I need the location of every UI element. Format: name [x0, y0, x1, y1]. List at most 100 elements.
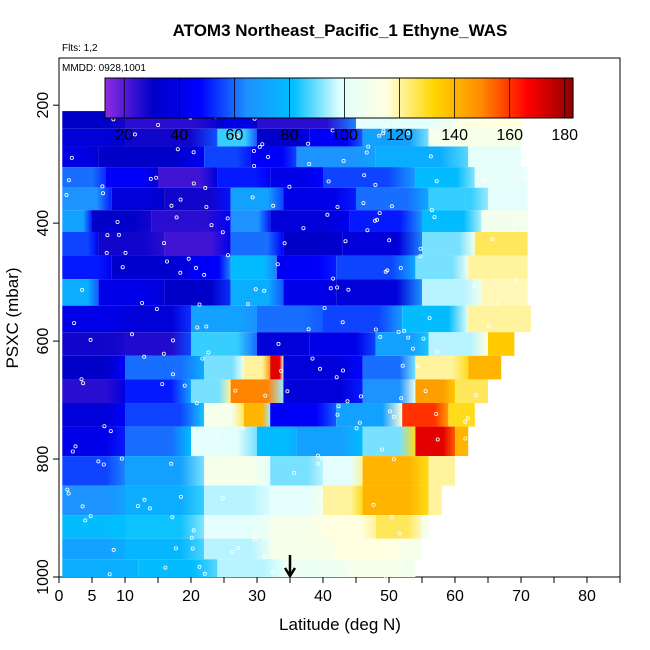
colorbar-swatch: [491, 78, 495, 118]
heatmap-cell: [270, 538, 337, 560]
colorbar-swatch: [205, 78, 209, 118]
colorbar-swatch: [502, 78, 506, 118]
colorbar-swatch: [418, 78, 422, 118]
heatmap-cell: [125, 515, 205, 539]
colorbar-swatch: [200, 78, 204, 118]
sample-marker: [235, 133, 240, 138]
colorbar-swatch: [498, 78, 502, 118]
heatmap-cell: [481, 279, 528, 306]
colorbar-swatch: [505, 78, 509, 118]
sample-marker: [418, 254, 423, 259]
sample-marker: [161, 351, 166, 356]
heatmap-cell: [125, 128, 218, 147]
colorbar-swatch: [175, 78, 179, 118]
colorbar-swatch: [346, 78, 349, 118]
sample-marker: [389, 515, 394, 520]
colorbar-swatch: [456, 78, 459, 118]
sample-marker: [240, 426, 245, 431]
colorbar-swatch: [193, 78, 197, 118]
sample-marker: [383, 574, 388, 579]
colorbar-tick-label: 80: [281, 127, 299, 144]
colorbar-swatch: [287, 78, 291, 118]
colorbar-swatch: [158, 78, 162, 118]
colorbar-swatch: [397, 78, 401, 118]
colorbar-swatch: [273, 78, 277, 118]
heatmap-cell: [356, 187, 429, 211]
colorbar-swatch: [381, 78, 385, 118]
heatmap-cells: [62, 87, 531, 577]
sample-marker: [64, 192, 69, 197]
sample-marker: [365, 228, 370, 233]
heatmap-cell: [375, 332, 429, 356]
heatmap-cell: [111, 255, 191, 280]
colorbar-swatch: [477, 78, 480, 118]
colorbar-swatch: [526, 78, 530, 118]
colorbar-tick-label: 40: [170, 127, 188, 144]
sample-marker: [399, 559, 404, 564]
colorbar-swatch: [133, 78, 137, 118]
sample-marker: [83, 518, 88, 523]
heatmap-cell: [474, 167, 528, 188]
colorbar-swatch: [114, 78, 118, 118]
heatmap-cell: [323, 305, 403, 333]
colorbar-swatch: [343, 78, 347, 118]
heatmap-cell: [455, 426, 469, 457]
colorbar-swatch: [320, 78, 324, 118]
heatmap-cell: [362, 485, 429, 516]
heatmap-cell: [204, 355, 244, 380]
sample-marker: [336, 404, 341, 409]
colorbar-swatch: [294, 78, 298, 118]
heatmap-cell: [62, 332, 125, 356]
heatmap-cell: [230, 187, 284, 211]
colorbar-swatch: [542, 78, 546, 118]
sample-marker: [384, 123, 389, 128]
sample-marker: [315, 453, 320, 458]
sample-marker: [276, 341, 281, 346]
colorbar-swatch: [561, 78, 565, 118]
colorbar-swatch: [432, 78, 436, 118]
colorbar-swatch: [156, 78, 160, 118]
heatmap-cell: [138, 559, 218, 577]
colorbar-swatch: [278, 78, 282, 118]
colorbar-swatch: [371, 78, 375, 118]
colorbar-swatch: [313, 78, 317, 118]
sample-marker: [335, 285, 340, 290]
sample-marker: [402, 328, 407, 333]
sample-marker: [317, 366, 322, 371]
colorbar-swatch: [250, 78, 254, 118]
sample-marker: [307, 161, 312, 166]
sample-marker: [511, 223, 516, 228]
colorbar-swatch: [123, 78, 127, 118]
heatmap-cell: [283, 279, 337, 306]
heatmap-cell: [270, 485, 323, 516]
colorbar-swatch: [465, 78, 469, 118]
heatmap-cell: [296, 146, 376, 168]
sample-marker: [361, 201, 366, 206]
colorbar-swatch: [198, 78, 202, 118]
colorbar-swatch: [261, 78, 265, 118]
sample-marker: [490, 237, 495, 242]
colorbar-swatch: [280, 78, 284, 118]
colorbar-swatch: [264, 78, 268, 118]
sample-marker: [100, 184, 105, 189]
sample-marker: [459, 124, 464, 129]
colorbar-swatch: [411, 78, 415, 118]
x-tick-label: 60: [446, 588, 464, 605]
heatmap-cell: [270, 167, 323, 188]
heatmap-cell: [230, 255, 277, 280]
colorbar-swatch: [406, 78, 410, 118]
sample-marker: [214, 431, 219, 436]
heatmap-cell: [62, 559, 139, 577]
colorbar-swatch: [388, 78, 392, 118]
colorbar-swatch: [378, 78, 382, 118]
colorbar-swatch: [549, 78, 553, 118]
heatmap-cell: [309, 332, 376, 356]
sample-marker: [80, 287, 85, 292]
heatmap-cell: [270, 403, 337, 427]
colorbar-swatch: [395, 78, 399, 118]
colorbar-swatch: [217, 78, 221, 118]
sample-marker: [233, 388, 238, 393]
sample-marker: [193, 265, 198, 270]
colorbar-swatch: [147, 78, 151, 118]
sample-marker: [202, 571, 207, 576]
